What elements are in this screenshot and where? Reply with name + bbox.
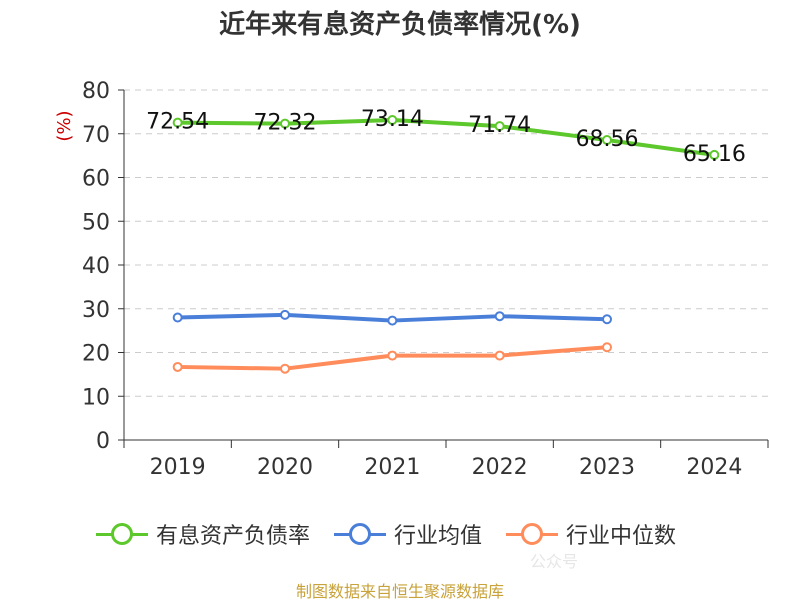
data-point [172, 117, 183, 128]
y-tick-label: 50 [82, 210, 110, 235]
x-tick-label: 2024 [686, 455, 742, 480]
data-point [494, 311, 505, 322]
data-point [172, 361, 183, 372]
y-tick-label: 60 [82, 167, 110, 192]
y-tick-label: 20 [82, 342, 110, 367]
data-point [494, 350, 505, 361]
data-point [280, 118, 290, 129]
data-point [709, 149, 720, 160]
data-point [280, 363, 290, 374]
x-tick-label: 2020 [257, 455, 313, 480]
x-tick-label: 2023 [579, 455, 635, 480]
series-lines [172, 115, 720, 374]
y-tick-label: 80 [82, 79, 110, 104]
data-point [387, 315, 398, 326]
x-tick-label: 2019 [150, 455, 206, 480]
data-label: 71.74 [468, 113, 531, 138]
axes: 0 10 20 30 40 50 60 70 80 (%) 2019 2020 2021 2022 2023… [54, 79, 769, 480]
legend-label: 有息资产负债率 [156, 524, 311, 549]
source-note: 制图数据来自恒生聚源数据库 [295, 582, 504, 601]
legend-label: 行业均值 [394, 524, 483, 549]
legend-swatch-blue [334, 522, 387, 546]
legend: 有息资产负债率 行业均值 行业中位数 [96, 518, 676, 550]
data-point [602, 314, 612, 325]
y-tick-label: 0 [96, 429, 110, 454]
legend-item-industry-median[interactable]: 行业中位数 [506, 518, 676, 550]
data-labels: 72.54 72.32 73.14 71.74 68.56 65.16 [146, 107, 746, 167]
legend-label: 行业中位数 [566, 524, 677, 549]
y-tick-label: 70 [82, 123, 110, 148]
data-label: 72.54 [146, 110, 209, 135]
legend-item-industry-mean[interactable]: 行业均值 [334, 518, 482, 550]
y-tick-label: 30 [82, 298, 110, 323]
legend-item-debt-ratio[interactable]: 有息资产负债率 [96, 518, 310, 550]
data-label: 68.56 [576, 127, 639, 152]
grid-lines [124, 89, 768, 397]
y-tick-label: 40 [82, 254, 110, 279]
x-tick-label: 2022 [472, 455, 528, 480]
data-point [280, 309, 290, 320]
data-point [172, 312, 183, 323]
legend-swatch-green [96, 522, 148, 546]
data-point [387, 350, 398, 361]
data-label: 73.14 [361, 107, 424, 132]
data-point [602, 342, 612, 353]
series-line-0 [177, 118, 715, 157]
y-tick-label: 10 [82, 385, 110, 410]
chart-title: 近年来有息资产负债率情况(%) [219, 10, 581, 40]
data-point [494, 121, 505, 132]
y-axis-label: (%) [54, 110, 75, 141]
data-point [602, 135, 612, 146]
watermark: 公众号 [530, 552, 579, 571]
data-label: 72.32 [254, 111, 317, 136]
data-label: 65.16 [683, 142, 746, 167]
x-tick-label: 2021 [364, 455, 420, 480]
data-point [387, 115, 398, 126]
legend-swatch-orange [506, 522, 559, 546]
